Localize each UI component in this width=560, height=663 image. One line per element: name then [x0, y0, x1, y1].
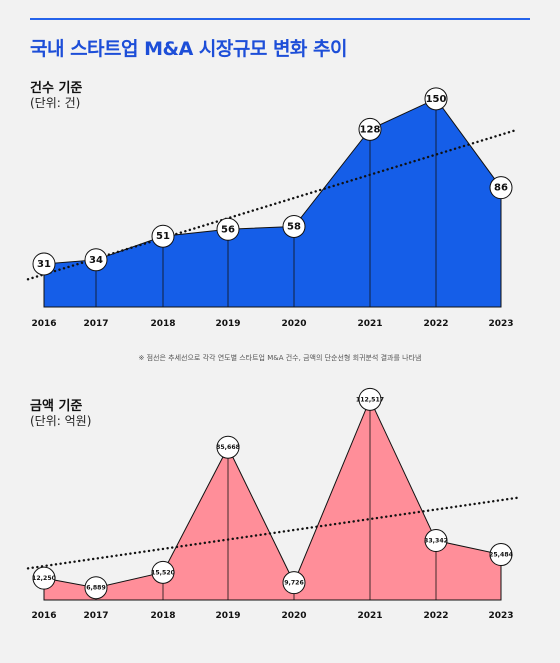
x-tick-label: 2017 [83, 611, 108, 621]
data-label: 6,889 [86, 585, 106, 592]
count-section-unit: (단위: 건) [30, 96, 81, 110]
data-label: 33,342 [424, 538, 448, 545]
data-label: 150 [426, 94, 447, 105]
data-point-marker [84, 248, 108, 272]
top-accent-line [30, 18, 530, 20]
data-label: 25,484 [489, 552, 514, 559]
data-point-marker [424, 87, 448, 111]
data-point-marker [424, 529, 448, 553]
data-label: 85,668 [216, 444, 240, 451]
x-tick-label: 2018 [150, 611, 175, 621]
area-fill [43, 398, 502, 601]
data-point-marker [489, 543, 513, 567]
x-tick-label: 2017 [83, 319, 108, 329]
data-label: 112,517 [356, 396, 384, 403]
data-label: 15,520 [151, 569, 176, 576]
data-label: 56 [221, 224, 235, 235]
data-label: 58 [287, 222, 301, 233]
x-tick-label: 2021 [357, 611, 382, 621]
trendline-note: ※ 점선은 추세선으로 각각 연도별 스타트업 M&A 건수, 금액의 단순선형… [138, 354, 422, 362]
page-title: 국내 스타트업 M&A 시장규모 변화 추이 [30, 38, 347, 60]
data-point-marker [282, 215, 306, 239]
data-point-marker [358, 387, 382, 411]
x-tick-label: 2019 [215, 319, 240, 329]
x-tick-label: 2022 [423, 319, 448, 329]
data-label: 34 [89, 255, 103, 266]
x-tick-label: 2023 [488, 611, 513, 621]
x-tick-label: 2016 [31, 611, 56, 621]
x-tick-label: 2020 [281, 319, 306, 329]
x-tick-label: 2021 [357, 319, 382, 329]
data-point-marker [32, 566, 56, 590]
data-point-marker [489, 176, 513, 200]
data-point-marker [358, 117, 382, 141]
count-area-chart: 31 34 51 56 58 128 150 86 2016 2017 2018 2019 2020 20… [26, 87, 519, 329]
data-point-marker [151, 560, 175, 584]
data-label: 86 [494, 183, 508, 194]
data-point-marker [32, 252, 56, 276]
x-tick-label: 2016 [31, 319, 56, 329]
x-tick-label: 2020 [281, 611, 306, 621]
data-point-marker [282, 571, 306, 595]
x-tick-label: 2018 [150, 319, 175, 329]
data-label: 128 [360, 124, 381, 135]
x-tick-label: 2023 [488, 319, 513, 329]
data-label: 51 [156, 231, 170, 242]
count-section-title: 건수 기준 [30, 81, 83, 96]
data-point-marker [216, 217, 240, 241]
x-tick-label: 2022 [423, 611, 448, 621]
amount-section-title: 금액 기준 [30, 399, 83, 414]
amount-section-unit: (단위: 억원) [30, 414, 92, 428]
data-point-marker [216, 435, 240, 459]
x-tick-label: 2019 [215, 611, 240, 621]
data-label: 31 [37, 259, 51, 270]
data-point-marker [84, 576, 108, 600]
data-point-marker [151, 224, 175, 248]
trendline [26, 128, 519, 281]
data-label: 9,726 [284, 580, 304, 587]
data-label: 12,250 [32, 575, 57, 582]
